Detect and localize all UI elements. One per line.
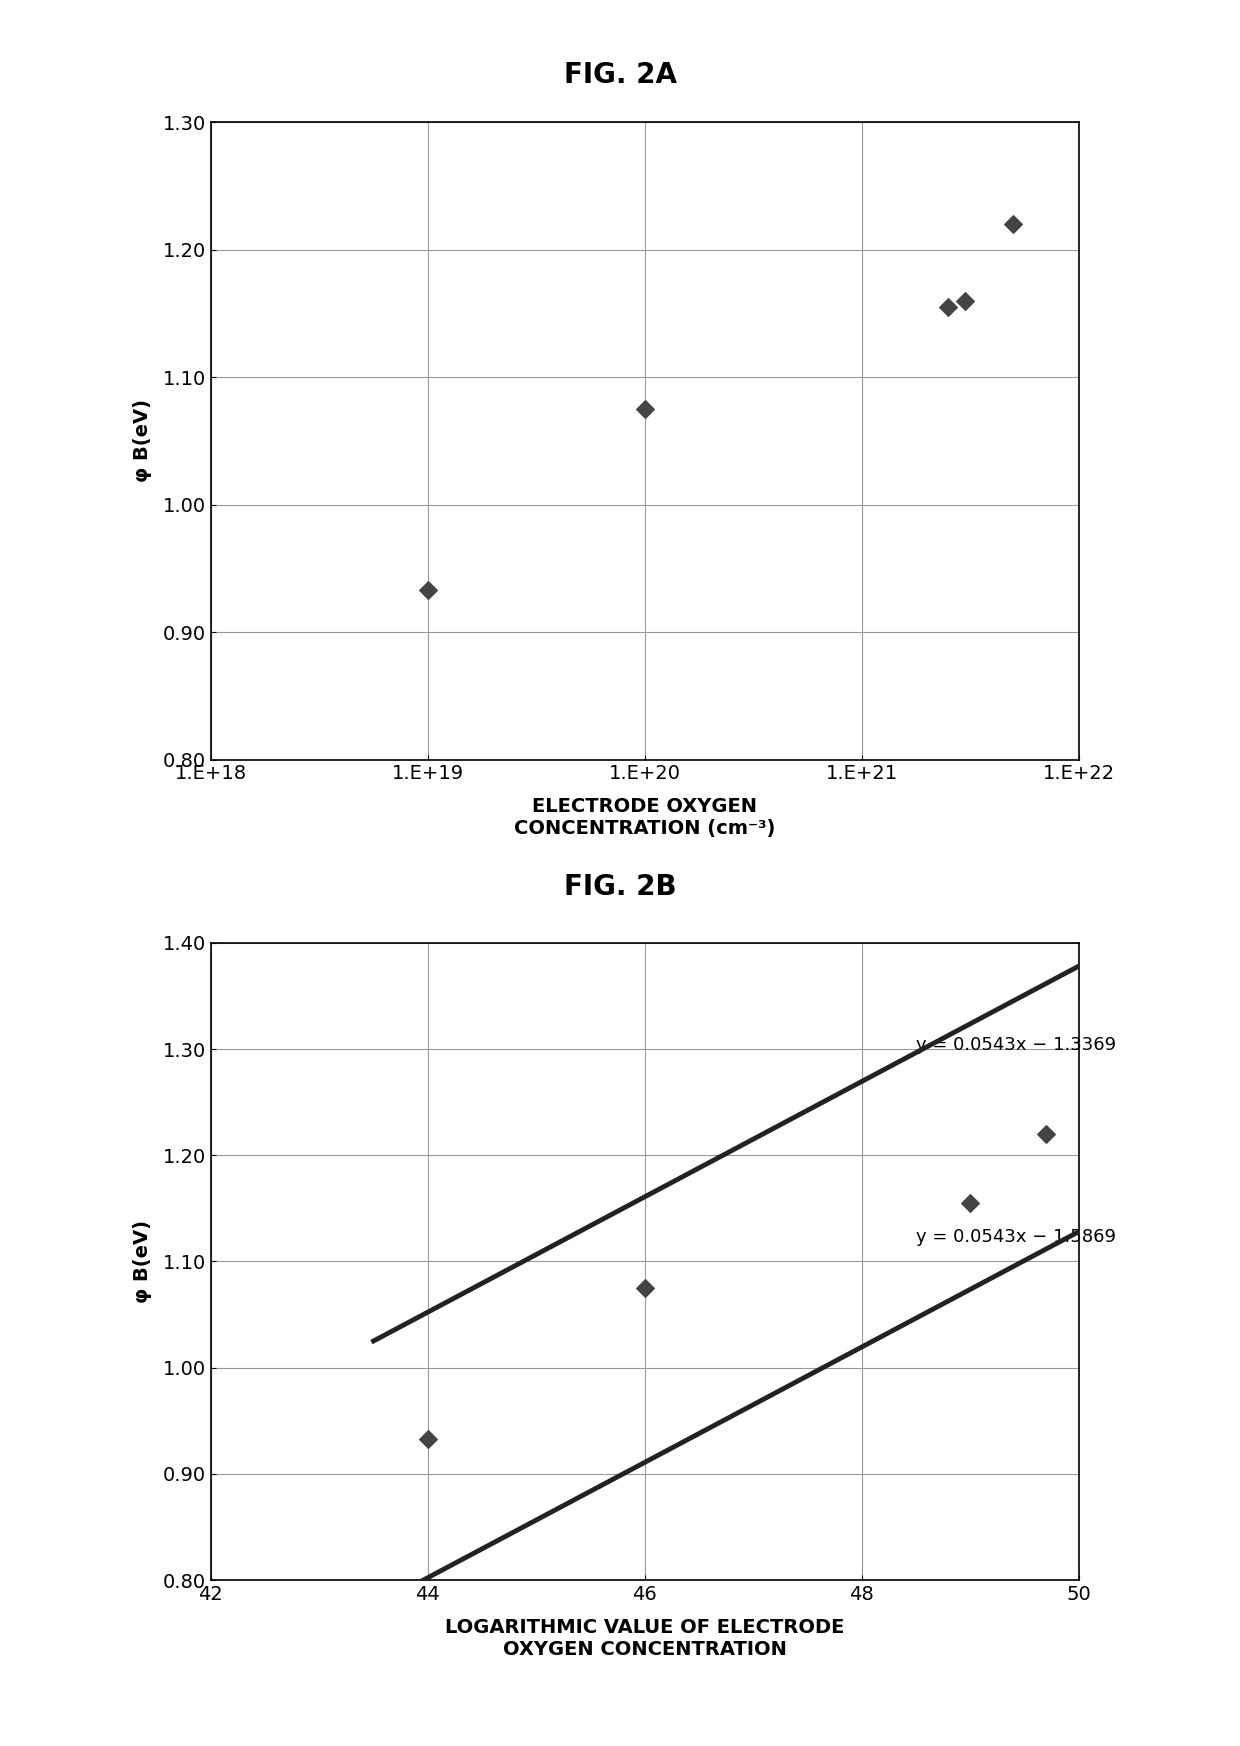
Point — [418, 576, 438, 604]
Point — [939, 293, 959, 321]
Point — [1003, 210, 1023, 237]
X-axis label: LOGARITHMIC VALUE OF ELECTRODE
OXYGEN CONCENTRATION: LOGARITHMIC VALUE OF ELECTRODE OXYGEN CO… — [445, 1619, 844, 1659]
Point — [961, 1189, 981, 1217]
Point — [1037, 1121, 1056, 1149]
Point — [635, 395, 655, 423]
Text: FIG. 2A: FIG. 2A — [563, 61, 677, 89]
Text: FIG. 2B: FIG. 2B — [564, 873, 676, 901]
Point — [955, 286, 975, 314]
Point — [635, 1275, 655, 1303]
Point — [418, 1425, 438, 1453]
Y-axis label: φ B(eV): φ B(eV) — [133, 1220, 151, 1303]
X-axis label: ELECTRODE OXYGEN
CONCENTRATION (cm⁻³): ELECTRODE OXYGEN CONCENTRATION (cm⁻³) — [515, 798, 775, 838]
Y-axis label: φ B(eV): φ B(eV) — [133, 400, 151, 482]
Text: y = 0.0543x − 1.3369: y = 0.0543x − 1.3369 — [916, 1037, 1116, 1055]
Text: y = 0.0543x − 1.5869: y = 0.0543x − 1.5869 — [916, 1227, 1116, 1245]
